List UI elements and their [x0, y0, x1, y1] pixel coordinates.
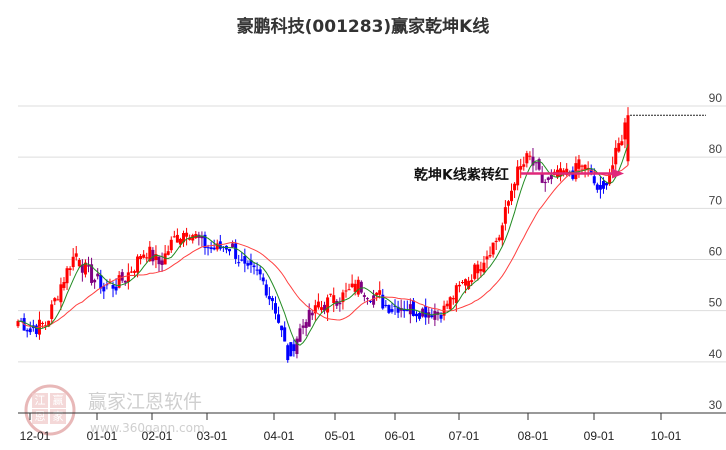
y-tick-label: 40 — [709, 347, 723, 361]
svg-text:赢: 赢 — [53, 393, 64, 407]
x-tick-label: 01-01 — [87, 429, 118, 443]
arrow-right-icon — [612, 168, 624, 179]
x-tick-label: 12-01 — [20, 429, 51, 443]
x-tick-label: 04-01 — [264, 429, 295, 443]
moving-average-lines — [17, 143, 629, 346]
annotation-label: 乾坤K线紫转红 — [414, 167, 509, 184]
chart-title: 豪鹏科技(001283)赢家乾坤K线 — [236, 17, 490, 37]
x-tick-label: 03-01 — [197, 429, 228, 443]
x-tick-label: 06-01 — [385, 429, 416, 443]
y-tick-label: 50 — [709, 296, 723, 310]
x-tick-label: 07-01 — [449, 429, 480, 443]
x-tick-label: 10-01 — [651, 429, 682, 443]
y-tick-label: 60 — [709, 245, 723, 259]
x-tick-label: 08-01 — [518, 429, 549, 443]
y-tick-label: 90 — [709, 91, 723, 105]
watermark: 江赢恩 家 赢家江恩软件 www.360gann.com — [24, 384, 205, 436]
watermark-url: www.360gann.com — [90, 421, 205, 435]
candlesticks — [16, 107, 630, 363]
svg-text:家: 家 — [53, 409, 64, 423]
svg-text:恩: 恩 — [35, 410, 46, 423]
x-tick-label: 05-01 — [325, 429, 356, 443]
x-tick-label: 02-01 — [142, 429, 173, 443]
slow-line — [17, 164, 629, 329]
y-tick-label: 80 — [709, 142, 723, 156]
watermark-brand: 赢家江恩软件 — [88, 391, 202, 413]
annotation: 乾坤K线紫转红 — [413, 114, 706, 185]
x-tick-label: 09-01 — [584, 429, 615, 443]
y-tick-label: 70 — [709, 193, 723, 207]
grid-lines — [18, 105, 726, 363]
axes: 30 40 50 60 70 80 90 12-01 01-01 02-01 03-01 04-01 0… — [18, 91, 726, 443]
fast-line — [17, 143, 629, 346]
y-tick-label: 30 — [709, 398, 723, 412]
svg-text:江: 江 — [35, 394, 46, 407]
